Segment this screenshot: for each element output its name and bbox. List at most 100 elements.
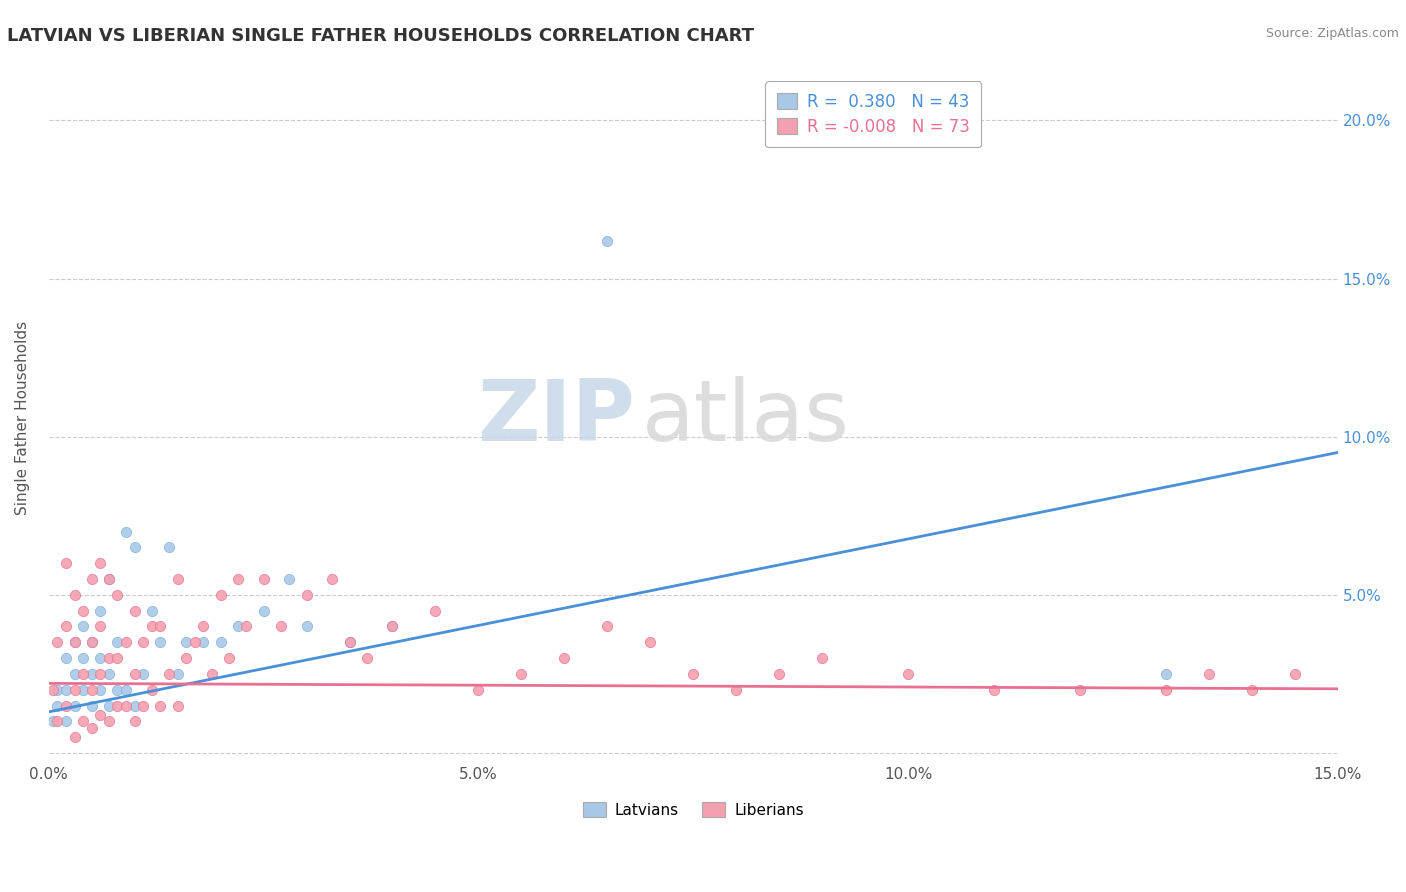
Point [55, 714, 77, 729]
Point [278, 572, 301, 586]
Point [295, 588, 318, 602]
Point [166, 698, 188, 713]
Point [235, 619, 257, 633]
Point [339, 635, 361, 649]
Point [295, 619, 318, 633]
Point [682, 666, 704, 681]
Point [149, 698, 172, 713]
Point [226, 619, 249, 633]
Point [63, 698, 86, 713]
Text: Source: ZipAtlas.com: Source: ZipAtlas.com [1265, 27, 1399, 40]
Point [115, 682, 138, 697]
Point [89, 556, 111, 570]
Point [55, 619, 77, 633]
Point [141, 604, 163, 618]
Point [1284, 666, 1306, 681]
Point [252, 604, 274, 618]
Point [209, 635, 232, 649]
Point [209, 588, 232, 602]
Point [55, 682, 77, 697]
Point [640, 635, 662, 649]
Point [97, 572, 120, 586]
Point [63, 635, 86, 649]
Point [42, 714, 65, 729]
Point [1069, 682, 1091, 697]
Point [80, 666, 103, 681]
Point [107, 682, 129, 697]
Point [166, 666, 188, 681]
Point [80, 635, 103, 649]
Point [97, 572, 120, 586]
Point [89, 708, 111, 723]
Point [1154, 666, 1177, 681]
Point [381, 619, 404, 633]
Point [193, 635, 215, 649]
Point [124, 698, 146, 713]
Point [1198, 666, 1220, 681]
Point [55, 651, 77, 665]
Legend: Latvians, Liberians: Latvians, Liberians [576, 796, 810, 823]
Point [897, 666, 920, 681]
Point [107, 635, 129, 649]
Point [467, 682, 489, 697]
Point [89, 604, 111, 618]
Point [63, 666, 86, 681]
Point [46, 714, 69, 729]
Point [115, 524, 138, 539]
Point [768, 666, 790, 681]
Point [97, 666, 120, 681]
Point [80, 721, 103, 735]
Point [80, 682, 103, 697]
Point [149, 619, 172, 633]
Point [55, 698, 77, 713]
Text: ZIP: ZIP [478, 376, 636, 459]
Point [270, 619, 292, 633]
Point [184, 635, 207, 649]
Point [1240, 682, 1263, 697]
Point [132, 666, 155, 681]
Text: atlas: atlas [641, 376, 849, 459]
Point [193, 619, 215, 633]
Point [166, 572, 188, 586]
Point [72, 714, 94, 729]
Point [201, 666, 224, 681]
Point [218, 651, 240, 665]
Point [97, 698, 120, 713]
Point [425, 604, 447, 618]
Point [157, 666, 180, 681]
Point [46, 698, 69, 713]
Point [80, 698, 103, 713]
Point [80, 635, 103, 649]
Point [97, 714, 120, 729]
Point [983, 682, 1005, 697]
Point [63, 730, 86, 744]
Point [157, 541, 180, 555]
Point [107, 588, 129, 602]
Point [107, 698, 129, 713]
Point [124, 714, 146, 729]
Point [226, 572, 249, 586]
Point [124, 666, 146, 681]
Point [72, 619, 94, 633]
Point [63, 635, 86, 649]
Point [63, 588, 86, 602]
Point [72, 666, 94, 681]
Point [42, 682, 65, 697]
Point [510, 666, 533, 681]
Point [321, 572, 343, 586]
Point [174, 635, 197, 649]
Point [339, 635, 361, 649]
Point [80, 572, 103, 586]
Point [46, 682, 69, 697]
Text: LATVIAN VS LIBERIAN SINGLE FATHER HOUSEHOLDS CORRELATION CHART: LATVIAN VS LIBERIAN SINGLE FATHER HOUSEH… [7, 27, 754, 45]
Point [553, 651, 575, 665]
Point [1154, 682, 1177, 697]
Point [115, 635, 138, 649]
Point [72, 651, 94, 665]
Point [89, 682, 111, 697]
Point [132, 698, 155, 713]
Point [115, 698, 138, 713]
Point [124, 541, 146, 555]
Point [596, 619, 619, 633]
Point [89, 651, 111, 665]
